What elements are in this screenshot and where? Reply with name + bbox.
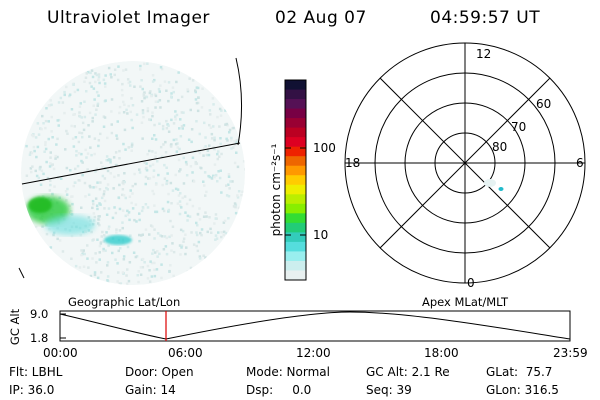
image-date: 02 Aug 07: [275, 8, 367, 28]
polar-plot: [344, 42, 586, 284]
polar-label-60: 60: [536, 97, 552, 111]
info-glat: GLat: 75.7: [486, 365, 553, 379]
colorbar-swatch: [285, 146, 306, 157]
colorbar-swatch: [285, 222, 306, 233]
polar-label-70: 70: [511, 120, 527, 134]
info-filter: Flt: LBHL: [9, 365, 63, 379]
polar-label-80: 80: [492, 140, 508, 154]
colorbar-swatch: [285, 127, 306, 138]
info-ip: IP: 36.0: [9, 383, 55, 397]
colorbar-frame: [284, 79, 307, 281]
timeline-xtick-1200: 12:00: [296, 346, 331, 360]
colorbar-swatch: [285, 137, 306, 148]
aurora-spot: [104, 235, 132, 245]
timeline-frame: [59, 310, 571, 342]
colorbar-swatch: [285, 108, 306, 119]
timeline-xtick-2359: 23:59: [553, 346, 588, 360]
colorbar-swatch: [285, 260, 306, 271]
timeline-xtick-0600: 06:00: [168, 346, 203, 360]
limb-arc-top: [235, 57, 243, 146]
colorbar-swatch: [285, 270, 306, 281]
colorbar-swatch: [285, 175, 306, 186]
instrument-title: Ultraviolet Imager: [47, 8, 210, 28]
colorbar-swatch: [285, 213, 306, 224]
colorbar-swatch: [285, 156, 306, 167]
altitude-curve: [59, 311, 571, 340]
polar-label-0: 0: [467, 276, 475, 290]
timeline-xtick-1800: 18:00: [424, 346, 459, 360]
colorbar-units-label: photon cm⁻²s⁻¹: [269, 143, 283, 237]
colorbar-swatch: [285, 241, 306, 252]
timeline-ytick-9: 9.0: [30, 307, 49, 321]
colorbar-swatch: [285, 99, 306, 110]
colorbar-swatch: [285, 89, 306, 100]
info-dsp: Dsp: 0.0: [246, 383, 312, 397]
timeline-ytick-1-8: 1.8: [30, 331, 49, 345]
timeline-xtick-0000: 00:00: [43, 346, 78, 360]
colorbar-swatch: [285, 184, 306, 195]
info-seq: Seq: 39: [366, 383, 412, 397]
colorbar-swatch: [285, 203, 306, 214]
colorbar-swatch: [285, 118, 306, 129]
info-gain: Gain: 14: [125, 383, 176, 397]
colorbar-swatch: [285, 232, 306, 243]
colorbar-tick-100: 100: [313, 141, 336, 155]
colorbar: [285, 80, 306, 281]
colorbar-swatch: [285, 194, 306, 205]
colorbar-swatch: [285, 251, 306, 262]
colorbar-tick-10: 10: [313, 228, 329, 242]
polar-label-18: 18: [345, 156, 361, 170]
info-mode: Mode: Normal: [246, 365, 330, 379]
image-time: 04:59:57 UT: [430, 8, 541, 28]
timeline-axis-title: GC Alt: [8, 308, 22, 346]
info-door: Door: Open: [125, 365, 194, 379]
colorbar-swatch: [285, 165, 306, 176]
colorbar-swatch: [285, 80, 306, 91]
info-gc-alt: GC Alt: 2.1 Re: [366, 365, 450, 379]
uv-image-disk: [21, 61, 245, 285]
polar-aurora-spot: [498, 187, 504, 191]
info-glon: GLon: 316.5: [486, 383, 559, 397]
limb-arc-bottom: [18, 267, 25, 279]
polar-label-6: 6: [576, 156, 584, 170]
timeline-right-label: Apex MLat/MLT: [422, 295, 509, 309]
polar-label-12: 12: [476, 47, 492, 61]
timeline-left-label: Geographic Lat/Lon: [68, 295, 181, 309]
terminator-line: [21, 142, 241, 185]
